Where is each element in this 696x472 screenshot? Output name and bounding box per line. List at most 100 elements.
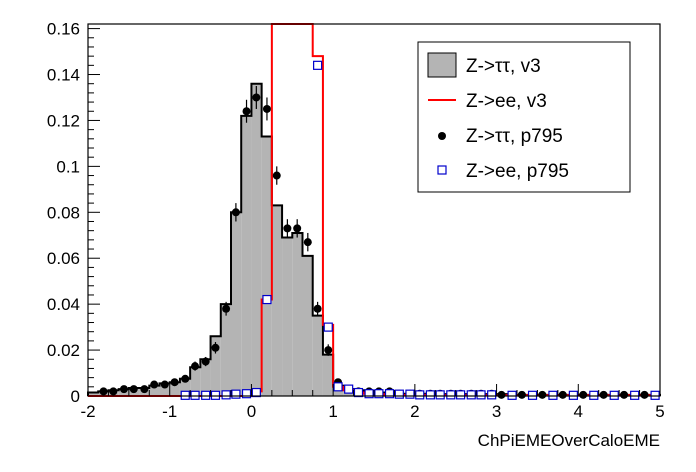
marker-open-square: [353, 387, 364, 398]
y-tick-label: 0.08: [47, 203, 80, 222]
marker-filled-circle: [99, 387, 108, 396]
data-point-ztautau-p795: [538, 390, 547, 399]
data-point-ztautau-p795: [191, 361, 200, 371]
legend-swatch-filled-box: [427, 52, 457, 78]
y-tick-label: 0.14: [47, 66, 80, 85]
data-point-ztautau-p795: [170, 378, 179, 387]
histogram-bar: [149, 385, 160, 396]
legend-swatch-filled-circle: [438, 132, 446, 140]
marker-open-square: [231, 389, 241, 399]
marker-open-square: [466, 390, 476, 400]
marker-open-square: [609, 390, 619, 400]
marker-filled-circle: [201, 357, 210, 366]
marker-filled-circle: [599, 390, 608, 399]
marker-open-square: [333, 382, 343, 392]
data-point-ztautau-p795: [252, 86, 261, 109]
marker-filled-circle: [150, 380, 159, 389]
data-point-ztautau-p795: [579, 390, 588, 399]
marker-open-square: [435, 390, 445, 400]
histogram-bar: [292, 232, 303, 396]
x-tick-label: 0: [247, 402, 256, 421]
legend-entry-ztautau-v3: Z->ττ, v3: [427, 52, 541, 78]
marker-filled-circle: [538, 390, 547, 399]
legend-entry-zee-p795: Z->ee, p795: [437, 161, 569, 182]
histogram-bar: [322, 354, 334, 396]
data-point-ztautau-p795: [242, 99, 251, 123]
x-tick-label: 4: [574, 402, 583, 421]
data-point-ztautau-p795: [324, 344, 333, 356]
data-point-ztautau-p795: [160, 380, 169, 389]
marker-filled-circle: [620, 390, 629, 399]
marker-filled-circle: [579, 390, 588, 399]
x-tick-label: 5: [655, 402, 664, 421]
data-point-ztautau-p795: [99, 387, 108, 396]
marker-filled-circle: [558, 390, 567, 399]
marker-open-square: [415, 390, 425, 400]
data-point-ztautau-p795: [129, 385, 138, 394]
marker-open-square: [221, 390, 231, 400]
marker-open-square: [568, 390, 578, 400]
histogram-bar: [190, 367, 201, 396]
histogram-bar: [271, 205, 283, 396]
marker-open-square: [456, 390, 466, 400]
marker-filled-circle: [191, 362, 200, 371]
marker-filled-circle: [303, 238, 312, 247]
data-point-ztautau-p795: [181, 374, 190, 383]
histogram-bar: [200, 359, 211, 396]
data-point-ztautau-p795: [231, 203, 240, 222]
y-tick-label: 0.1: [56, 157, 80, 176]
marker-filled-circle: [640, 390, 649, 399]
data-point-ztautau-p795: [283, 219, 292, 238]
data-point-ztautau-p795: [262, 97, 271, 121]
marker-open-square: [487, 390, 497, 400]
data-point-ztautau-p795: [497, 390, 506, 399]
data-point-ztautau-p795: [640, 390, 649, 399]
histogram-bar: [302, 255, 313, 396]
legend-label: Z->ττ, v3: [466, 56, 541, 77]
histogram-bar: [251, 83, 262, 396]
histogram-bar: [312, 315, 323, 396]
marker-filled-circle: [497, 390, 506, 399]
data-point-ztautau-p795: [599, 390, 608, 399]
marker-open-square: [384, 389, 395, 399]
marker-filled-circle: [211, 343, 220, 352]
data-point-ztautau-p795: [211, 342, 220, 354]
y-tick-label: 0.02: [47, 341, 80, 360]
marker-filled-circle: [231, 208, 240, 217]
y-tick-label: 0.06: [47, 249, 80, 268]
data-point-ztautau-p795: [150, 380, 159, 389]
marker-filled-circle: [517, 390, 526, 399]
marker-open-square: [210, 390, 221, 400]
marker-open-square: [251, 387, 261, 398]
marker-open-square: [323, 322, 333, 332]
legend-entry-zee-v3: Z->ee, v3: [428, 91, 547, 112]
marker-open-square: [262, 294, 272, 305]
marker-open-square: [405, 389, 415, 399]
marker-open-square: [374, 389, 384, 399]
marker-filled-circle: [170, 378, 179, 387]
histogram-bar: [261, 136, 272, 396]
legend-label: Z->ee, p795: [466, 161, 569, 182]
marker-open-square: [527, 390, 538, 400]
legend-label: Z->ee, v3: [466, 91, 547, 112]
data-point-ztautau-p795: [620, 390, 629, 399]
marker-open-square: [201, 390, 211, 400]
histogram-bar: [88, 392, 99, 396]
marker-open-square: [650, 390, 660, 400]
marker-filled-circle: [140, 385, 149, 394]
marker-open-square: [630, 390, 640, 400]
marker-open-square: [364, 389, 374, 399]
marker-open-square: [507, 390, 517, 400]
y-tick-label: 0.16: [47, 20, 80, 39]
marker-open-square: [548, 390, 558, 400]
marker-open-square: [394, 389, 404, 399]
legend-entry-ztautau-p795: Z->ττ, p795: [438, 126, 563, 147]
marker-open-square: [446, 390, 456, 400]
histogram-bar: [220, 304, 231, 396]
marker-open-square: [190, 390, 200, 400]
data-point-ztautau-p795: [222, 301, 231, 316]
marker-filled-circle: [262, 104, 271, 113]
x-tick-label: 2: [410, 402, 419, 421]
marker-open-square: [425, 390, 435, 400]
y-tick-label: 0: [71, 387, 80, 406]
